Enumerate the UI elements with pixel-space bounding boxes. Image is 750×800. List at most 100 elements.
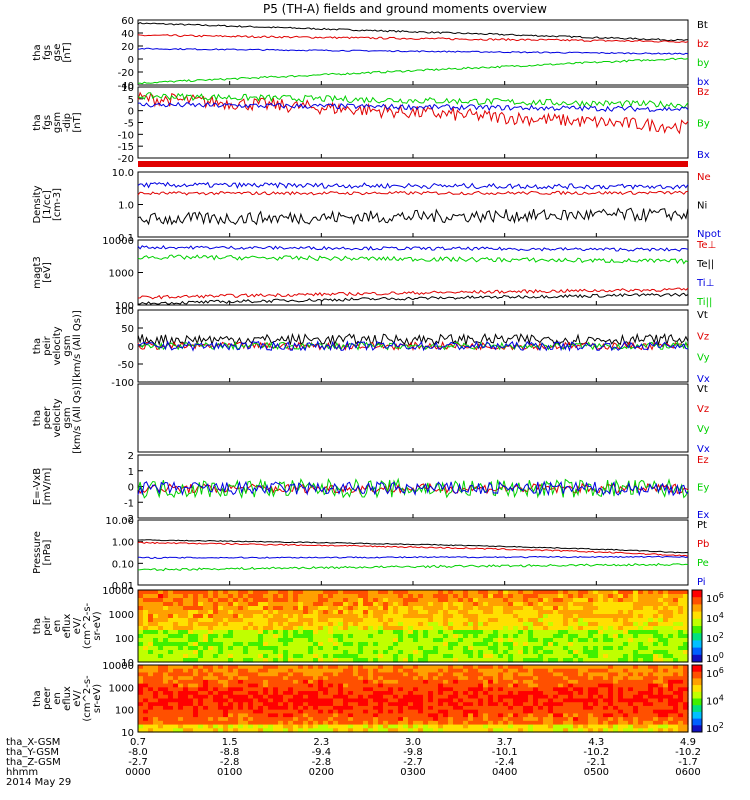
spectrogram-cell [668,594,674,599]
spectrogram-cell [373,668,379,674]
spectrogram-cell [288,724,294,729]
spectrogram-cell [258,679,264,685]
spectrogram-cell [173,630,179,635]
spectrogram-cell [338,698,344,703]
spectrogram-cell [488,679,494,685]
spectrogram-cell [663,709,669,714]
spectrogram-cell [163,668,169,674]
spectrogram-cell [583,702,589,707]
spectrogram-cell [593,638,599,643]
spectrogram-cell [423,668,429,674]
spectrogram-cell [208,720,214,726]
spectrogram-cell [378,698,384,703]
spectrogram-cell [673,658,679,663]
spectrogram-cell [498,654,504,659]
spectrogram-cell [173,728,179,733]
spectrogram-cell [488,691,494,696]
spectrogram-cell [308,698,314,703]
spectrogram-cell [388,638,394,643]
spectrogram-cell [343,650,349,655]
spectrogram-cell [618,724,624,729]
spectrogram-cell [638,679,644,685]
spectrogram-cell [438,634,444,639]
spectrogram-cell [398,638,404,643]
spectrogram-cell [233,691,239,696]
spectrogram-cell [648,724,654,729]
spectrogram-cell [233,694,239,700]
spectrogram-cell [163,687,169,692]
spectrogram-cell [243,658,249,663]
spectrogram-cell [528,634,534,639]
spectrogram-cell [633,614,639,619]
spectrogram-cell [343,705,349,711]
spectrogram-cell [153,654,159,659]
spectrogram-cell [303,590,309,595]
spectrogram-cell [358,683,364,688]
spectrogram-cell [213,634,219,639]
spectrogram-cell [558,654,564,659]
spectrogram-cell [578,683,584,688]
spectrogram-cell [403,702,409,707]
spectrogram-cell [593,606,599,611]
spectrogram-cell [553,672,559,677]
spectrogram-cell [238,672,244,677]
spectrogram-cell [678,646,684,651]
spectrogram-cell [418,642,424,647]
spectrogram-cell [268,691,274,696]
spectrogram-cell [353,679,359,685]
spectrogram-cell [628,694,634,700]
spectrogram-cell [398,594,404,599]
spectrogram-cell [233,665,239,670]
spectrogram-cell [503,691,509,696]
ephemeris-value: -10.1 [492,747,518,758]
spectrogram-cell [553,724,559,729]
spectrogram-cell [188,672,194,677]
ephemeris-value: -9.8 [403,747,423,758]
spectrogram-cell [353,720,359,726]
spectrogram-cell [308,654,314,659]
spectrogram-cell [353,717,359,722]
spectrogram-cell [263,650,269,655]
spectrogram-cell [378,683,384,688]
spectrogram-cell [658,654,664,659]
spectrogram-cell [538,602,544,607]
spectrogram-cell [558,646,564,651]
spectrogram-cell [258,630,264,635]
spectrogram-cell [443,672,449,677]
spectrogram-cell [138,610,144,615]
spectrogram-cell [138,646,144,651]
spectrogram-cell [578,598,584,603]
spectrogram-cell [458,638,464,643]
spectrogram-cell [558,683,564,688]
spectrogram-cell [493,598,499,603]
spectrogram-cell [543,646,549,651]
spectrogram-cell [143,668,149,674]
spectrogram-cell [153,694,159,700]
spectrogram-cell [373,606,379,611]
y-tick-label: 20 [121,42,134,53]
spectrogram-cell [503,694,509,700]
spectrogram-cell [303,610,309,615]
spectrogram-cell [373,694,379,700]
spectrogram-cell [463,720,469,726]
spectrogram-cell [443,713,449,718]
spectrogram-cell [363,728,369,733]
spectrogram-cell [263,654,269,659]
y-tick-label: 10.0 [112,168,134,179]
spectrogram-cell [633,679,639,685]
spectrogram-cell [433,622,439,627]
spectrogram-cell [513,720,519,726]
spectrogram-cell [303,618,309,623]
spectrogram-cell [613,610,619,615]
spectrogram-cell [313,622,319,627]
spectrogram-cell [293,614,299,619]
spectrogram-cell [523,622,529,627]
spectrogram-cell [683,665,689,670]
spectrogram-cell [343,646,349,651]
spectrogram-cell [313,658,319,663]
spectrogram-cell [393,590,399,595]
spectrogram-cell [433,672,439,677]
spectrogram-cell [143,717,149,722]
